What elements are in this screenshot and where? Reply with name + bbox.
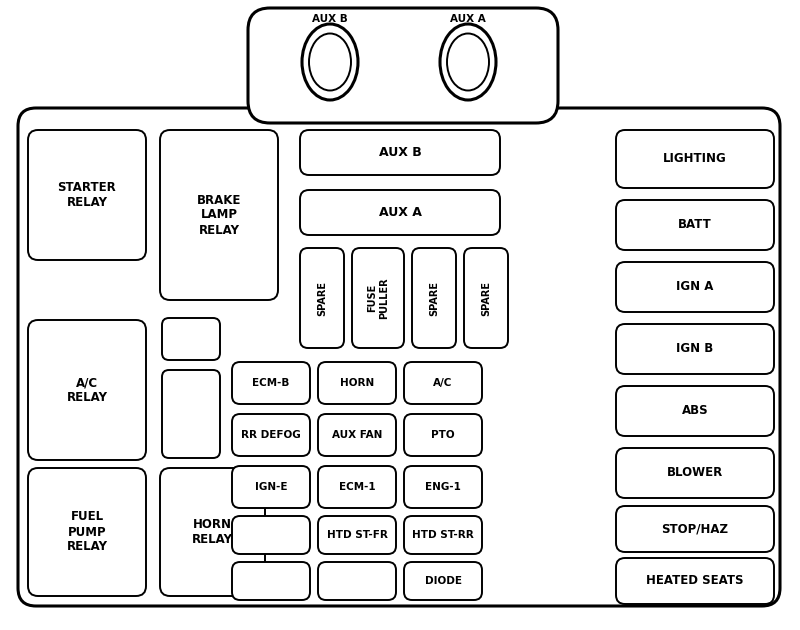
FancyBboxPatch shape — [464, 248, 508, 348]
Text: ABS: ABS — [682, 404, 708, 418]
Text: BATT: BATT — [678, 219, 712, 231]
FancyBboxPatch shape — [232, 414, 310, 456]
Text: HTD ST-FR: HTD ST-FR — [326, 530, 387, 540]
FancyBboxPatch shape — [232, 466, 310, 508]
FancyBboxPatch shape — [352, 248, 404, 348]
Text: IGN-E: IGN-E — [254, 482, 287, 492]
FancyBboxPatch shape — [300, 130, 500, 175]
FancyBboxPatch shape — [318, 466, 396, 508]
FancyBboxPatch shape — [616, 448, 774, 498]
FancyBboxPatch shape — [616, 130, 774, 188]
Text: SPARE: SPARE — [429, 280, 439, 316]
FancyBboxPatch shape — [232, 562, 310, 600]
FancyBboxPatch shape — [404, 516, 482, 554]
Text: A/C: A/C — [434, 378, 453, 388]
FancyBboxPatch shape — [300, 190, 500, 235]
Ellipse shape — [309, 33, 351, 91]
FancyBboxPatch shape — [318, 362, 396, 404]
FancyBboxPatch shape — [616, 262, 774, 312]
Text: AUX A: AUX A — [378, 206, 422, 219]
Text: HTD ST-RR: HTD ST-RR — [412, 530, 474, 540]
Text: PTO: PTO — [431, 430, 455, 440]
Text: AUX B: AUX B — [312, 14, 348, 24]
Text: HORN
RELAY: HORN RELAY — [192, 518, 233, 546]
Text: FUEL
PUMP
RELAY: FUEL PUMP RELAY — [66, 510, 107, 554]
FancyBboxPatch shape — [412, 248, 456, 348]
Text: ECM-B: ECM-B — [252, 378, 290, 388]
Text: RR DEFOG: RR DEFOG — [241, 430, 301, 440]
FancyBboxPatch shape — [160, 468, 265, 596]
FancyBboxPatch shape — [160, 130, 278, 300]
Text: FUSE
PULLER: FUSE PULLER — [367, 277, 389, 319]
FancyBboxPatch shape — [616, 558, 774, 604]
Ellipse shape — [302, 24, 358, 100]
FancyBboxPatch shape — [404, 362, 482, 404]
FancyBboxPatch shape — [162, 318, 220, 360]
FancyBboxPatch shape — [162, 370, 220, 458]
FancyBboxPatch shape — [404, 562, 482, 600]
Text: IGN A: IGN A — [676, 280, 714, 294]
Text: BLOWER: BLOWER — [667, 466, 723, 479]
Text: LIGHTING: LIGHTING — [663, 152, 727, 166]
Text: HEATED SEATS: HEATED SEATS — [646, 575, 744, 588]
FancyBboxPatch shape — [18, 108, 780, 606]
FancyBboxPatch shape — [28, 468, 146, 596]
FancyBboxPatch shape — [616, 386, 774, 436]
Text: A/C
RELAY: A/C RELAY — [66, 376, 107, 404]
FancyBboxPatch shape — [300, 248, 344, 348]
Text: IGN B: IGN B — [676, 343, 714, 355]
FancyBboxPatch shape — [404, 414, 482, 456]
FancyBboxPatch shape — [232, 362, 310, 404]
Ellipse shape — [447, 33, 489, 91]
FancyBboxPatch shape — [404, 466, 482, 508]
Text: AUX B: AUX B — [378, 146, 422, 159]
FancyBboxPatch shape — [318, 516, 396, 554]
FancyBboxPatch shape — [232, 516, 310, 554]
Text: BRAKE
LAMP
RELAY: BRAKE LAMP RELAY — [197, 193, 241, 236]
FancyBboxPatch shape — [616, 324, 774, 374]
FancyBboxPatch shape — [318, 562, 396, 600]
Ellipse shape — [440, 24, 496, 100]
FancyBboxPatch shape — [318, 414, 396, 456]
FancyBboxPatch shape — [248, 8, 558, 123]
Text: AUX A: AUX A — [450, 14, 486, 24]
Text: SPARE: SPARE — [317, 280, 327, 316]
Text: STOP/HAZ: STOP/HAZ — [662, 522, 729, 536]
Text: DIODE: DIODE — [425, 576, 462, 586]
Text: ENG-1: ENG-1 — [425, 482, 461, 492]
FancyBboxPatch shape — [616, 200, 774, 250]
Text: AUX FAN: AUX FAN — [332, 430, 382, 440]
Text: STARTER
RELAY: STARTER RELAY — [58, 181, 116, 209]
Text: HORN: HORN — [340, 378, 374, 388]
FancyBboxPatch shape — [616, 506, 774, 552]
FancyBboxPatch shape — [28, 130, 146, 260]
Text: SPARE: SPARE — [481, 280, 491, 316]
Text: ECM-1: ECM-1 — [338, 482, 375, 492]
FancyBboxPatch shape — [28, 320, 146, 460]
